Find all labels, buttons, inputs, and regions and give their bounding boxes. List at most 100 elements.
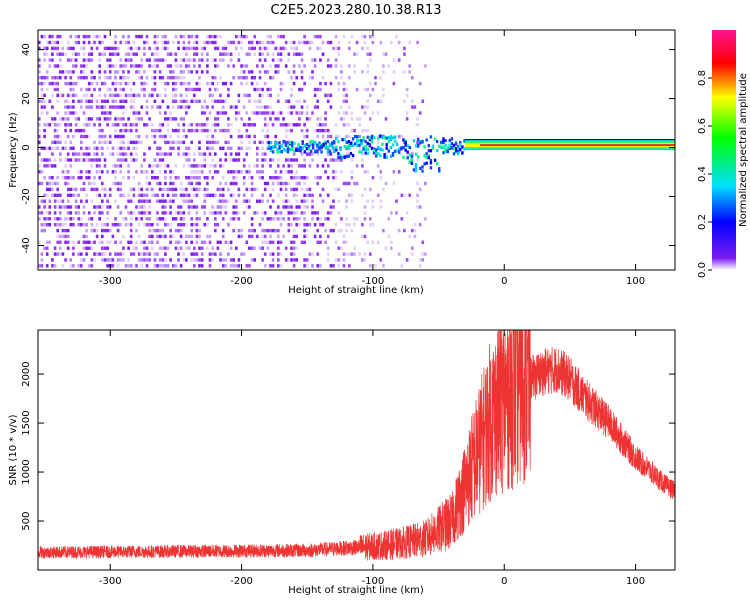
- noise-cell: [66, 58, 70, 62]
- signal-cell: [446, 149, 449, 153]
- noise-cell: [74, 158, 78, 162]
- noise-cell: [127, 93, 130, 98]
- noise-cell: [116, 93, 120, 98]
- signal-cell: [345, 154, 348, 159]
- noise-cell: [64, 70, 67, 74]
- noise-cell: [198, 176, 201, 180]
- noise-cell: [85, 105, 88, 109]
- noise-cell: [158, 246, 162, 250]
- noise-cell: [248, 134, 251, 139]
- noise-cell: [256, 146, 259, 150]
- noise-cell: [295, 111, 298, 115]
- noise-cell: [59, 252, 62, 256]
- noise-cell: [256, 211, 259, 215]
- y-tick-label: 2000: [21, 361, 32, 386]
- noise-cell: [274, 176, 277, 180]
- noise-cell: [164, 40, 167, 45]
- noise-cell: [290, 76, 293, 80]
- noise-cell: [208, 93, 212, 98]
- signal-cell: [288, 147, 292, 152]
- noise-cell: [279, 111, 283, 115]
- noise-cell: [77, 252, 80, 256]
- noise-cell: [85, 76, 88, 80]
- noise-cell: [114, 99, 117, 103]
- noise-cell: [95, 46, 99, 51]
- noise-cell: [124, 40, 128, 45]
- noise-cell: [408, 234, 411, 239]
- noise-cell: [64, 158, 67, 162]
- signal-cell: [429, 159, 433, 163]
- noise-cell: [119, 158, 122, 162]
- noise-cell: [371, 34, 375, 39]
- noise-cell: [38, 140, 41, 145]
- signal-cell: [417, 137, 420, 141]
- noise-cell: [174, 228, 178, 233]
- signal-cell: [267, 144, 271, 148]
- noise-cell: [232, 258, 235, 262]
- noise-cell: [56, 176, 59, 180]
- noise-cell: [38, 211, 41, 215]
- noise-cell: [174, 87, 178, 92]
- noise-cell: [80, 252, 83, 256]
- noise-cell: [211, 34, 214, 39]
- noise-cell: [187, 46, 191, 51]
- noise-cell: [111, 93, 115, 98]
- noise-cell: [245, 93, 249, 98]
- noise-cell: [337, 87, 341, 92]
- noise-cell: [287, 211, 291, 215]
- noise-cell: [53, 76, 57, 80]
- noise-cell: [43, 99, 46, 103]
- noise-cell: [169, 76, 172, 80]
- signal-cell: [414, 152, 418, 156]
- noise-cell: [258, 58, 262, 62]
- noise-cell: [237, 258, 241, 262]
- noise-cell: [256, 87, 259, 92]
- noise-cell: [292, 158, 296, 162]
- noise-cell: [38, 128, 41, 133]
- noise-cell: [193, 64, 196, 68]
- noise-cell: [384, 246, 388, 250]
- noise-cell: [148, 211, 151, 215]
- noise-cell: [169, 170, 172, 174]
- noise-cell: [200, 164, 204, 168]
- noise-cell: [190, 181, 193, 186]
- noise-cell: [384, 117, 388, 121]
- noise-cell: [80, 152, 83, 156]
- noise-cell: [292, 64, 296, 68]
- noise-cell: [114, 252, 117, 256]
- signal-cell: [448, 146, 451, 150]
- noise-cell: [203, 223, 207, 227]
- noise-cell: [261, 158, 264, 162]
- noise-cell: [129, 264, 133, 268]
- noise-cell: [153, 34, 157, 39]
- noise-cell: [237, 187, 241, 192]
- signal-cell: [391, 153, 395, 157]
- noise-cell: [200, 264, 204, 268]
- noise-cell: [185, 187, 188, 192]
- noise-cell: [198, 140, 201, 145]
- noise-cell: [38, 64, 41, 68]
- noise-cell: [103, 117, 107, 121]
- noise-cell: [195, 193, 199, 197]
- noise-cell: [177, 146, 180, 150]
- noise-cell: [416, 199, 419, 203]
- noise-cell: [164, 34, 167, 39]
- noise-cell: [154, 270, 157, 273]
- signal-cell: [450, 137, 454, 141]
- noise-cell: [345, 240, 348, 244]
- noise-cell: [124, 146, 128, 150]
- noise-cell: [303, 40, 306, 45]
- noise-cell: [56, 64, 59, 68]
- noise-cell: [221, 199, 225, 203]
- noise-cell: [43, 199, 46, 203]
- noise-cell: [203, 105, 207, 109]
- signal-cell: [269, 141, 273, 145]
- noise-cell: [135, 240, 138, 244]
- noise-cell: [179, 64, 183, 68]
- noise-cell: [416, 117, 419, 121]
- noise-cell: [129, 64, 133, 68]
- noise-cell: [298, 64, 301, 68]
- noise-cell: [43, 123, 46, 127]
- noise-cell: [248, 123, 251, 127]
- noise-cell: [219, 128, 222, 133]
